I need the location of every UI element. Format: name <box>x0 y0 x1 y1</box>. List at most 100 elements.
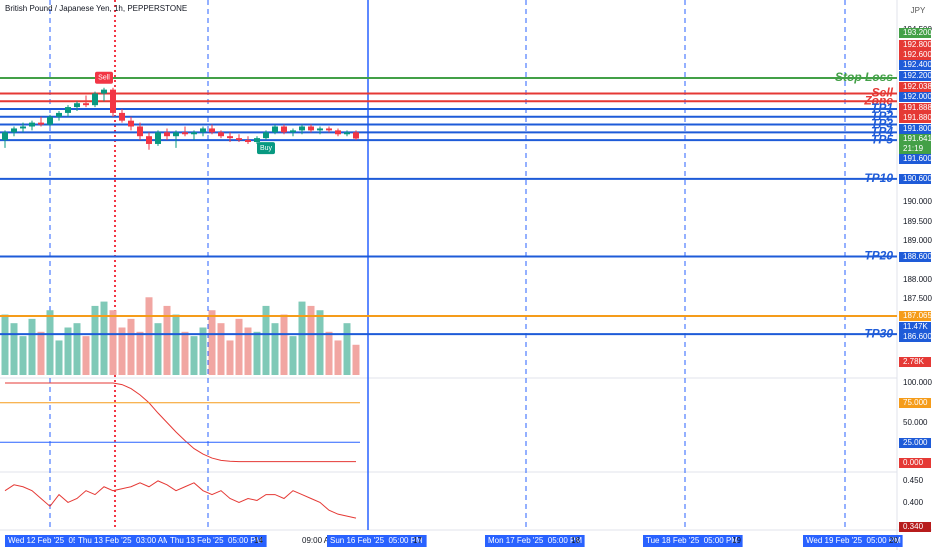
time-label: Wed 19 Feb '25 05:00 PM <box>806 536 901 545</box>
price-label: 25.000 <box>903 438 928 447</box>
price-badge <box>899 311 931 321</box>
price-label: 50.000 <box>903 418 928 427</box>
candle-body <box>128 120 134 127</box>
price-label: 192.400 <box>903 60 932 69</box>
time-label: 19 <box>732 536 741 545</box>
price-label: 188.600 <box>903 252 932 261</box>
price-label: 192.200 <box>903 71 932 80</box>
price-label: 191.641 <box>903 134 932 143</box>
signal-badge <box>95 71 113 84</box>
volume-bar <box>235 318 243 375</box>
candle-body <box>218 132 224 137</box>
candle-body <box>182 132 188 135</box>
price-badge <box>899 522 931 532</box>
candle-body <box>200 128 206 133</box>
price-label: 192.800 <box>903 40 932 49</box>
time-badge <box>5 535 93 547</box>
level-label: Stop Loss <box>835 70 893 84</box>
price-label: 2.78K <box>903 357 925 366</box>
volume-bar <box>19 336 27 375</box>
candle-body <box>56 112 62 117</box>
volume-bar <box>289 336 297 375</box>
candle-body <box>47 116 53 125</box>
price-label: 190.000 <box>903 197 932 206</box>
currency: JPY <box>911 6 926 15</box>
candle-body <box>2 132 8 141</box>
price-label: 0.450 <box>903 476 924 485</box>
level-label: TP1 <box>871 101 893 115</box>
price-badge <box>899 458 931 468</box>
time-badge <box>75 535 175 547</box>
price-badge <box>899 103 931 113</box>
candle-body <box>38 122 44 125</box>
volume-bar <box>37 331 45 375</box>
volume-bar <box>262 305 270 375</box>
price-label: 187.065 <box>903 311 932 320</box>
volume-bar <box>109 310 117 375</box>
candle-body <box>317 128 323 131</box>
candle-body <box>137 126 143 137</box>
time-label: Tue 18 Feb '25 05:00 PM <box>646 536 738 545</box>
volume-bar <box>82 336 90 375</box>
price-label: 192.000 <box>903 92 932 101</box>
candle-body <box>344 132 350 135</box>
price-label: 191.800 <box>903 124 932 133</box>
price-label: 186.600 <box>903 332 932 341</box>
volume-bar <box>307 305 315 375</box>
session-lines <box>49 0 846 530</box>
price-label: 192.600 <box>903 50 932 59</box>
candle-body <box>281 126 287 133</box>
price-badge <box>899 357 931 367</box>
volume-bar <box>208 310 216 375</box>
candle-body <box>119 112 125 121</box>
price-label: 0.400 <box>903 498 924 507</box>
price-label: 192.038 <box>903 82 932 91</box>
candle-body <box>29 122 35 127</box>
price-badge <box>899 438 931 448</box>
volume-bar <box>154 323 162 375</box>
volume-bar <box>343 323 351 375</box>
candle-body <box>245 140 251 143</box>
level-label: TP30 <box>864 326 893 340</box>
price-label: 187.500 <box>903 294 932 303</box>
volume-bar <box>28 318 36 375</box>
price-badge <box>899 134 931 144</box>
candle-body <box>164 132 170 137</box>
volume-bar <box>190 336 198 375</box>
candle-body <box>173 132 179 137</box>
price-badge <box>899 113 931 123</box>
volume-bar <box>316 310 324 375</box>
candle-body <box>11 128 17 133</box>
volume-bar <box>280 314 288 375</box>
candle-body <box>191 132 197 135</box>
candle-body <box>308 126 314 131</box>
time-label: Sun 16 Feb '25 05:00 PM <box>330 536 423 545</box>
time-label: Wed 12 Feb '25 05:00 <box>8 536 89 545</box>
volume-bar <box>55 340 63 375</box>
price-badge <box>899 144 931 154</box>
candle-body <box>326 128 332 131</box>
time-badge <box>167 535 267 547</box>
price-badge <box>899 154 931 164</box>
volume-bar <box>253 331 261 375</box>
price-badge <box>899 252 931 262</box>
volume-bar <box>73 323 81 375</box>
price-label: 188.000 <box>903 275 932 284</box>
time-label: Mon 17 Feb '25 05:00 PM <box>488 536 582 545</box>
candle-body <box>227 136 233 139</box>
time-badge <box>803 535 903 547</box>
volume-bar <box>100 301 108 375</box>
price-label: 189.000 <box>903 236 932 245</box>
level-label: Zone <box>863 93 893 107</box>
volume-bar <box>1 314 9 375</box>
signal-badge <box>257 142 275 155</box>
volume-bar <box>298 301 306 375</box>
candle-body <box>209 128 215 133</box>
volume-bar <box>91 305 99 375</box>
candle-body <box>272 126 278 133</box>
price-badge <box>899 124 931 134</box>
volume-bar <box>271 323 279 375</box>
price-badge <box>899 92 931 102</box>
price-badge <box>899 332 931 342</box>
